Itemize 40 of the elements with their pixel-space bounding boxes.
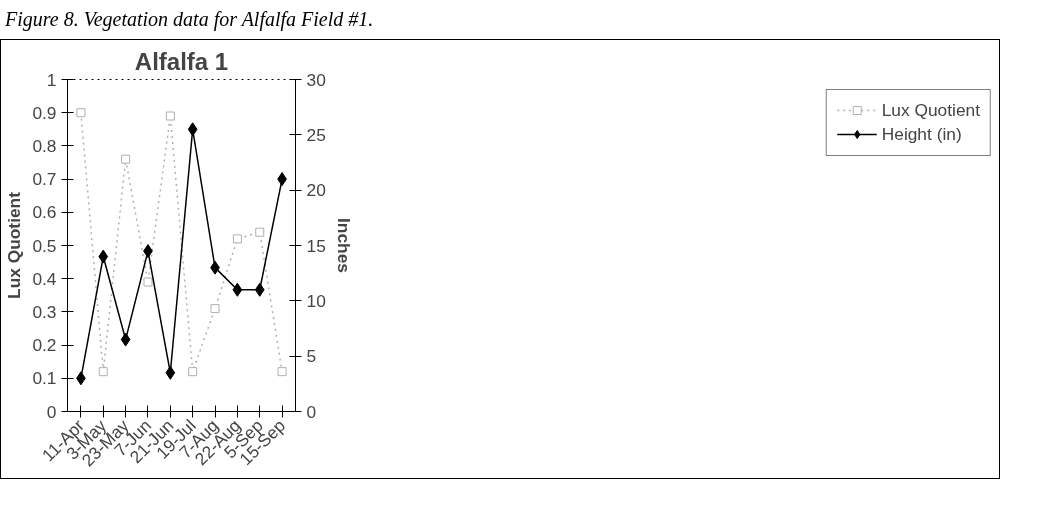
y-tick-label: 0.4: [32, 268, 57, 289]
legend-label: Height (in): [881, 123, 962, 145]
y2-tick-label: 10: [306, 290, 326, 311]
point: [187, 121, 198, 136]
legend-label: Lux Quotient: [881, 99, 980, 121]
point: [76, 107, 86, 117]
y-tick-label: 0.8: [32, 135, 57, 156]
point: [210, 303, 220, 313]
point: [120, 332, 131, 347]
chart-title: Alfalfa 1: [134, 47, 229, 75]
point: [98, 249, 109, 264]
y2-axis-title: Inches: [333, 217, 354, 273]
y-tick-label: 0.3: [32, 301, 57, 322]
y-tick-label: 0.2: [32, 334, 57, 355]
point: [255, 227, 265, 237]
y-tick-label: 0: [46, 401, 57, 422]
point: [121, 154, 131, 164]
point: [232, 233, 242, 243]
y2-tick-label: 20: [306, 179, 326, 200]
y-tick-label: 1: [46, 69, 57, 90]
y-tick-label: 0.1: [32, 367, 57, 388]
y2-tick-label: 30: [306, 69, 326, 90]
point: [143, 277, 153, 287]
caption: Figure 8. Vegetation data for Alfalfa Field #1.: [5, 7, 374, 33]
point: [165, 365, 176, 380]
y-tick-label: 0.5: [32, 235, 57, 256]
y-tick-label: 0.9: [32, 102, 57, 123]
y-axis-title: Lux Quotient: [4, 191, 25, 299]
y-tick-label: 0.6: [32, 201, 57, 222]
y2-tick-label: 25: [306, 124, 326, 145]
y-tick-label: 0.7: [32, 168, 57, 189]
point: [188, 366, 198, 376]
point: [277, 366, 287, 376]
point: [254, 282, 265, 297]
y2-tick-label: 5: [306, 345, 317, 366]
point: [165, 111, 175, 121]
y2-tick-label: 0: [306, 401, 317, 422]
point: [232, 282, 243, 297]
y2-tick-label: 15: [306, 235, 326, 256]
point: [98, 366, 108, 376]
